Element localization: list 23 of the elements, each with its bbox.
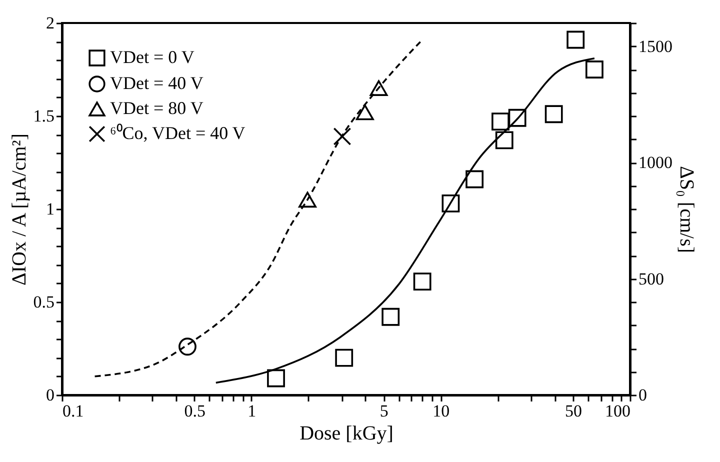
- x-tick-label: 1: [248, 402, 256, 420]
- y-tick-label: 1.5: [33, 106, 54, 126]
- x-tick-label: 100: [605, 402, 630, 420]
- legend-label: ⁶⁰Co, VDet = 40 V: [110, 123, 246, 143]
- y-tick-label: 0.5: [33, 292, 54, 312]
- y2-tick-label: 1000: [638, 153, 672, 172]
- y-tick-label: 2: [46, 14, 54, 32]
- y2-tick-label: 500: [638, 269, 664, 288]
- x-axis-title: Dose [kGy]: [300, 422, 394, 444]
- y2-tick-label: 1500: [638, 36, 672, 56]
- x-tick-label: 0.5: [184, 402, 206, 420]
- x-tick-label: 50: [565, 402, 582, 420]
- x-tick-label: 5: [380, 402, 388, 420]
- legend-label: VDet = 40 V: [110, 73, 204, 93]
- x-tick-label: 0.1: [62, 402, 84, 420]
- legend-label: VDet = 80 V: [110, 98, 204, 118]
- y2-tick-label: 0: [638, 386, 647, 404]
- y-tick-label: 0: [46, 386, 54, 404]
- y-axis-title: ΔIOx / A [µA/cm²]: [8, 133, 30, 286]
- legend-label: VDet = 0 V: [110, 47, 194, 67]
- x-tick-label: 10: [432, 402, 450, 420]
- y2-axis-title: ΔS₀ [cm/s]: [676, 166, 698, 254]
- y-tick-label: 1: [46, 200, 54, 218]
